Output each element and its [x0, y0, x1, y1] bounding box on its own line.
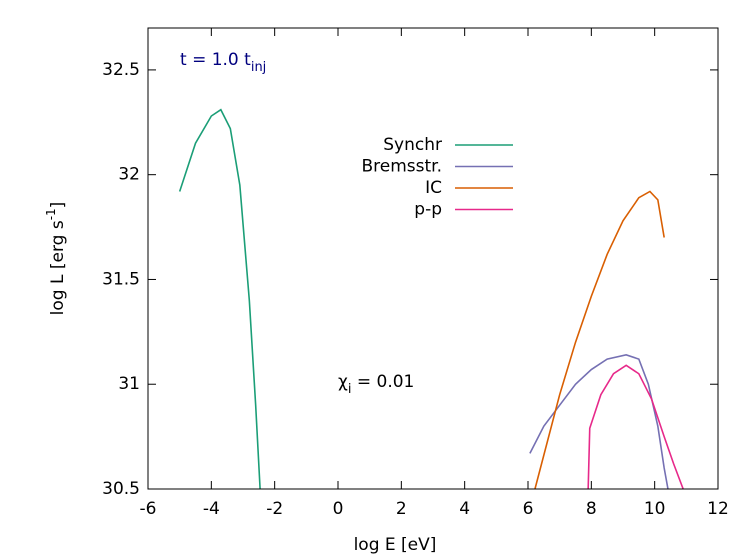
x-tick-label: 8 — [586, 499, 597, 519]
annotation-text: t = 1.0 t — [180, 50, 251, 70]
x-tick-label: -2 — [266, 499, 283, 519]
x-tick-label: -4 — [203, 499, 220, 519]
y-label-end: ] — [48, 202, 68, 209]
legend-label: Synchr — [383, 135, 442, 155]
series-line — [534, 190, 665, 489]
x-axis-label: log E [eV] — [354, 535, 437, 555]
x-tick-label: 0 — [333, 499, 344, 519]
x-tick-label: 12 — [707, 499, 729, 519]
legend-label: Bremsstr. — [361, 157, 442, 177]
legend-label: IC — [425, 178, 442, 198]
y-label-sup: -1 — [44, 208, 58, 220]
annotation-sub: i — [348, 382, 352, 397]
annotation: χi = 0.01 — [338, 372, 414, 397]
x-tick-label: 10 — [644, 499, 666, 519]
y-tick-label: 30.5 — [102, 479, 140, 499]
annotation-sub: inj — [251, 60, 266, 75]
annotation-end: = 0.01 — [351, 372, 414, 392]
y-tick-label: 32 — [118, 165, 140, 185]
annotation: t = 1.0 tinj — [180, 50, 266, 75]
series-line — [178, 108, 261, 489]
y-tick-label: 32.5 — [102, 60, 140, 80]
x-tick-label: -6 — [140, 499, 157, 519]
legend-label: p-p — [414, 200, 442, 220]
y-tick-label: 31.5 — [102, 269, 140, 289]
x-tick-label: 2 — [396, 499, 407, 519]
annotation-text: χ — [338, 372, 348, 392]
y-tick-label: 31 — [118, 374, 140, 394]
x-tick-label: 4 — [459, 499, 470, 519]
y-axis-label: log L [erg s-1] — [44, 202, 69, 316]
plot-frame — [147, 27, 719, 490]
series-line — [529, 354, 669, 489]
y-label-text: log L [erg s — [48, 220, 68, 315]
series-line — [587, 364, 684, 489]
x-tick-label: 6 — [523, 499, 534, 519]
